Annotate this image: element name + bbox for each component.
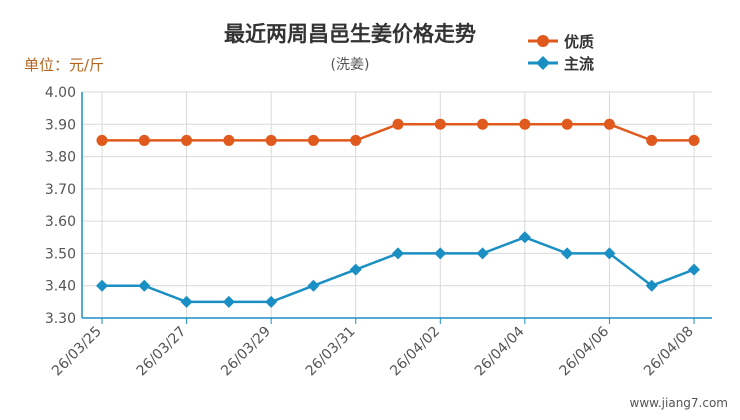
data-point-series-1 bbox=[434, 247, 447, 260]
data-point-series-1 bbox=[518, 231, 531, 244]
x-tick-label: 26/04/02 bbox=[387, 324, 443, 380]
x-tick-label: 26/03/27 bbox=[134, 324, 190, 380]
y-tick-label: 3.50 bbox=[45, 246, 76, 262]
data-point-series-0 bbox=[265, 134, 277, 146]
data-point-series-0 bbox=[477, 118, 489, 130]
data-point-series-0 bbox=[96, 134, 108, 146]
x-tick-label: 26/04/08 bbox=[641, 324, 697, 380]
data-point-series-0 bbox=[392, 118, 404, 130]
data-point-series-0 bbox=[519, 118, 531, 130]
y-tick-label: 3.90 bbox=[45, 117, 76, 133]
x-tick-label: 26/04/04 bbox=[472, 323, 528, 379]
x-tick-label: 26/04/06 bbox=[556, 323, 612, 379]
y-tick-label: 3.60 bbox=[45, 214, 76, 230]
legend-label-series-1: 主流 bbox=[564, 54, 595, 73]
y-tick-label: 3.30 bbox=[45, 311, 76, 327]
data-point-series-1 bbox=[222, 295, 235, 308]
data-point-series-0 bbox=[350, 134, 362, 146]
y-tick-label: 3.80 bbox=[45, 150, 76, 166]
data-point-series-0 bbox=[561, 118, 573, 130]
data-point-series-0 bbox=[603, 118, 615, 130]
legend-swatch-circle-icon bbox=[528, 35, 558, 47]
legend: 优质 主流 bbox=[528, 30, 594, 74]
data-point-series-1 bbox=[561, 247, 574, 260]
data-point-series-1 bbox=[138, 279, 151, 292]
chart-subtitle: (洗姜) bbox=[330, 57, 370, 73]
legend-item-series-1[interactable]: 主流 bbox=[528, 52, 594, 74]
x-tick-label: 26/03/25 bbox=[49, 324, 105, 380]
y-tick-label: 4.00 bbox=[45, 85, 76, 101]
data-point-series-0 bbox=[307, 134, 319, 146]
data-point-series-0 bbox=[434, 118, 446, 130]
data-point-series-1 bbox=[265, 295, 278, 308]
data-point-series-1 bbox=[180, 295, 193, 308]
data-point-series-0 bbox=[223, 134, 235, 146]
series-line-1 bbox=[102, 235, 695, 304]
data-point-series-1 bbox=[476, 247, 489, 260]
legend-item-series-0[interactable]: 优质 bbox=[528, 30, 594, 52]
data-point-series-0 bbox=[688, 134, 700, 146]
data-point-series-1 bbox=[349, 263, 362, 276]
data-point-series-1 bbox=[688, 263, 700, 276]
y-tick-label: 3.70 bbox=[45, 182, 76, 198]
legend-label-series-0: 优质 bbox=[564, 32, 595, 51]
unit-label: 单位：元/斤 bbox=[24, 56, 105, 74]
x-tick-label: 26/03/31 bbox=[303, 324, 359, 380]
data-point-series-0 bbox=[138, 134, 150, 146]
data-point-series-1 bbox=[392, 247, 404, 260]
chart-title: 最近两周昌邑生姜价格走势 bbox=[224, 22, 476, 46]
data-point-series-1 bbox=[96, 279, 108, 292]
data-point-series-0 bbox=[181, 134, 193, 146]
y-tick-label: 3.40 bbox=[45, 279, 76, 295]
data-point-series-0 bbox=[646, 134, 658, 146]
watermark: www.jiang7.com bbox=[629, 396, 728, 410]
x-tick-label: 26/03/29 bbox=[218, 324, 274, 380]
data-point-series-1 bbox=[307, 279, 320, 292]
data-point-series-1 bbox=[603, 247, 616, 260]
data-point-series-1 bbox=[645, 279, 658, 292]
legend-swatch-diamond-icon bbox=[528, 56, 558, 70]
